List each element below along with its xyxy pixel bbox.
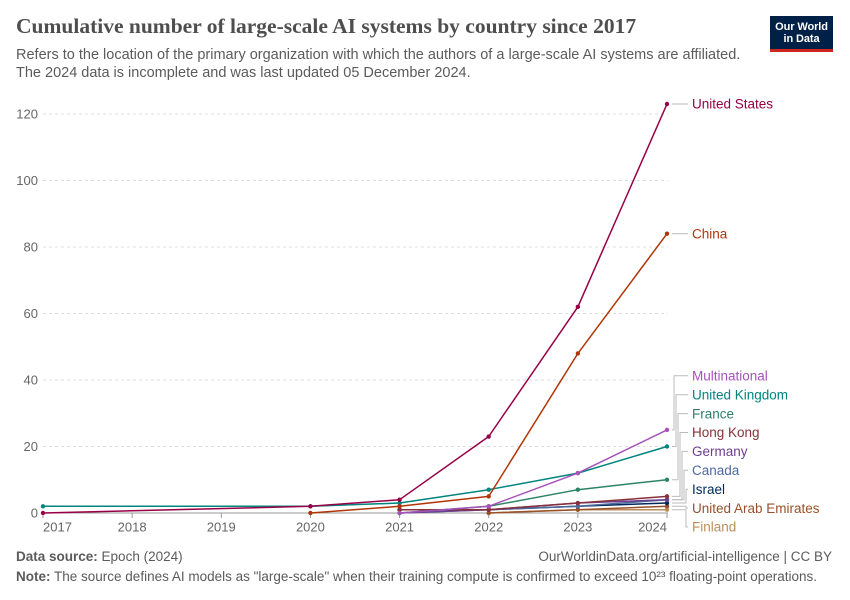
series-label-finland: Finland [692,520,736,535]
series-label-united-arab-emirates: United Arab Emirates [692,501,820,516]
y-tick-label: 80 [24,240,38,255]
series-line-china [309,232,668,514]
series-lines [40,101,670,516]
series-label-hong-kong: Hong Kong [692,425,760,440]
data-point [486,434,491,439]
data-point [575,304,581,310]
data-point [664,101,670,107]
series-line-united-states [42,103,668,514]
footnote: Note: The source defines AI models as "l… [16,569,817,585]
y-tick-label: 40 [24,373,38,388]
data-source-value: Epoch (2024) [101,549,183,564]
label-connector [672,432,688,497]
data-point [664,507,670,512]
logo-text-line: in Data [783,32,820,45]
x-tick-label: 2024 [638,520,667,535]
data-point [575,470,581,476]
data-point [308,504,313,509]
y-tick-label: 0 [31,506,38,521]
x-tick-label: 2022 [474,520,503,535]
series-label-france: France [692,406,734,421]
grid-lines [43,113,668,447]
data-point [664,427,670,433]
footnote-label: Note: [16,569,51,584]
subtitle-line: The 2024 data is incomplete and was last… [16,65,471,81]
series-label-china: China [692,226,728,241]
x-tick-label: 2018 [118,520,147,535]
label-connector [672,469,688,501]
x-tick-label: 2020 [296,520,325,535]
owid-logo[interactable]: Our World in Data [770,16,833,52]
label-connector [672,509,688,528]
chart-title: Cumulative number of large-scale AI syst… [16,14,637,38]
label-connector [672,413,688,481]
series-label-israel: Israel [692,482,725,497]
data-point [40,504,46,509]
data-point [664,477,670,482]
label-connector [672,488,688,504]
source-url-link[interactable]: OurWorldinData.org/artificial-intelligen… [538,549,832,564]
series-line-multinational [398,429,668,514]
data-point [486,494,491,499]
series-line-united-kingdom [42,445,668,508]
data-point [575,507,581,512]
data-point [397,500,402,506]
data-point [664,500,670,506]
x-tick-label: 2017 [43,520,72,535]
data-point [664,444,670,449]
x-tick-label: 2021 [385,520,414,535]
data-source-label: Data source: [16,549,98,564]
data-point [664,494,670,499]
data-point [397,510,402,516]
data-point [40,510,46,516]
data-point [397,497,402,502]
logo-text-line: Our World [775,20,828,33]
x-tick-label: 2019 [207,520,236,535]
x-tick-label: 2023 [563,520,592,535]
y-tick-label: 20 [24,439,38,454]
series-label-united-kingdom: United Kingdom [692,387,788,402]
data-point [664,231,670,236]
label-connector [672,394,688,447]
data-point [308,510,313,516]
data-point [664,497,670,502]
series-label-multinational: Multinational [692,369,768,384]
label-connector [672,375,688,431]
data-point [486,487,491,492]
y-tick-label: 120 [16,107,38,122]
data-point [486,504,491,509]
series-labels: United States China Multinational United Ki… [672,97,820,535]
axes: 0 20 40 60 80 100 120 2017 2018 2019 2020 2021 2022 2… [16,107,668,535]
series-label-united-states: United States [692,97,773,112]
subtitle-line: Refers to the location of the primary or… [16,47,741,63]
data-point [486,510,491,516]
y-tick-label: 100 [16,173,38,188]
footnote-text: The source defines AI models as "large-s… [54,569,818,584]
data-point [486,507,491,512]
data-point [575,504,581,509]
series-label-canada: Canada [692,463,740,478]
data-point [575,351,581,356]
series-label-germany: Germany [692,444,748,459]
data-point [575,500,581,506]
label-connector [672,505,688,509]
chart-subtitle: Refers to the location of the primary or… [16,46,740,82]
data-point [664,504,670,509]
y-tick-label: 60 [24,306,38,321]
data-source: Data source: Epoch (2024) [16,549,183,565]
data-point [575,487,581,492]
data-point [397,507,402,512]
data-point [397,504,402,509]
